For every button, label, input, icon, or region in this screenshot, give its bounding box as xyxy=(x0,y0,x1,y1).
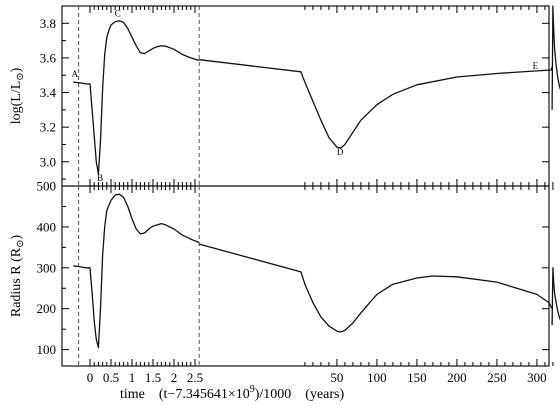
x-tick-label: 0.5 xyxy=(103,370,119,385)
radius-curve-group xyxy=(73,193,560,349)
luminosity-y-tick-label: 3.0 xyxy=(40,154,56,169)
evolution-point-label-group: A B C D E xyxy=(72,8,539,182)
evolution-point-label-d: D xyxy=(337,147,344,157)
x-tick-label: 200 xyxy=(447,370,467,385)
luminosity-panel-frame xyxy=(61,5,550,187)
luminosity-panel: 3.0 3.2 3.4 3.6 3.8 A B C D E log(L/L⊙) xyxy=(9,5,560,187)
luminosity-y-tick-label: 3.6 xyxy=(40,50,57,65)
x-tick-label: 2.5 xyxy=(187,370,203,385)
x-axis-title-units: (years) xyxy=(305,387,344,402)
radius-panel: 100 200 300 400 500 Radius R (R⊙) xyxy=(9,179,560,367)
radius-axis-title-text: Radius R (R xyxy=(9,247,24,317)
luminosity-axis-title-sun-symbol: ⊙ xyxy=(15,72,26,80)
x-axis-title-exponent: 9 xyxy=(250,384,255,395)
evolution-point-label-a: A xyxy=(72,69,79,79)
luminosity-curve-segment-2 xyxy=(551,5,560,110)
radius-y-tick-label: 500 xyxy=(37,179,57,194)
radius-x-ticks xyxy=(89,186,554,366)
luminosity-axis-title: log(L/L⊙) xyxy=(9,67,26,124)
luminosity-y-tick-label: 3.4 xyxy=(40,85,57,100)
radius-axis-title: Radius R (R⊙) xyxy=(9,235,26,318)
radius-y-tick-label: 100 xyxy=(37,342,57,357)
radius-axis-title-close: ) xyxy=(9,235,24,240)
radius-curve-segment-1 xyxy=(199,243,553,333)
evolution-point-label-b: B xyxy=(97,173,103,183)
luminosity-x-ticks xyxy=(89,6,554,186)
luminosity-axis-title-text: log(L/L xyxy=(9,81,24,125)
luminosity-curve-group xyxy=(73,5,560,175)
radius-divider-group xyxy=(78,186,200,366)
x-tick-label: 0 xyxy=(87,370,94,385)
x-tick-label-group: 0 0.5 1 1.5 2 2.5 50 100 150 200 250 300 xyxy=(87,370,547,385)
luminosity-curve-segment-0 xyxy=(73,20,200,175)
radius-axis-title-sun-symbol: ⊙ xyxy=(15,240,26,248)
radius-y-axis: 100 200 300 400 500 xyxy=(37,179,549,357)
luminosity-divider-group xyxy=(78,6,200,186)
luminosity-y-tick-label: 3.2 xyxy=(40,120,56,135)
luminosity-y-axis: 3.0 3.2 3.4 3.6 3.8 xyxy=(40,16,549,180)
radius-curve-segment-2 xyxy=(551,267,560,326)
radius-panel-frame xyxy=(61,185,550,367)
x-tick-label: 50 xyxy=(330,370,343,385)
x-tick-label: 2 xyxy=(171,370,178,385)
radius-y-tick-label: 200 xyxy=(37,301,57,316)
x-axis-title-expression: (t−7.345641×10 xyxy=(159,387,250,402)
x-tick-label: 100 xyxy=(367,370,387,385)
luminosity-y-tick-label: 3.8 xyxy=(40,16,56,31)
x-tick-label: 1.5 xyxy=(145,370,161,385)
luminosity-axis-title-close: ) xyxy=(9,67,24,72)
x-axis-title-time: time xyxy=(120,387,145,402)
x-tick-label: 250 xyxy=(487,370,507,385)
luminosity-curve-segment-1 xyxy=(199,59,553,149)
x-tick-label: 300 xyxy=(527,370,547,385)
evolution-point-label-c: C xyxy=(115,8,121,18)
radius-y-tick-label: 300 xyxy=(37,260,57,275)
x-axis-title: time (t−7.345641×109)/1000 (years) xyxy=(120,384,344,402)
x-tick-label: 1 xyxy=(129,370,136,385)
radius-curve-segment-0 xyxy=(73,193,200,349)
evolution-point-label-e: E xyxy=(533,61,539,71)
x-tick-label: 150 xyxy=(407,370,427,385)
radius-y-tick-label: 400 xyxy=(37,219,57,234)
x-axis-title-divisor: )/1000 xyxy=(255,387,292,402)
